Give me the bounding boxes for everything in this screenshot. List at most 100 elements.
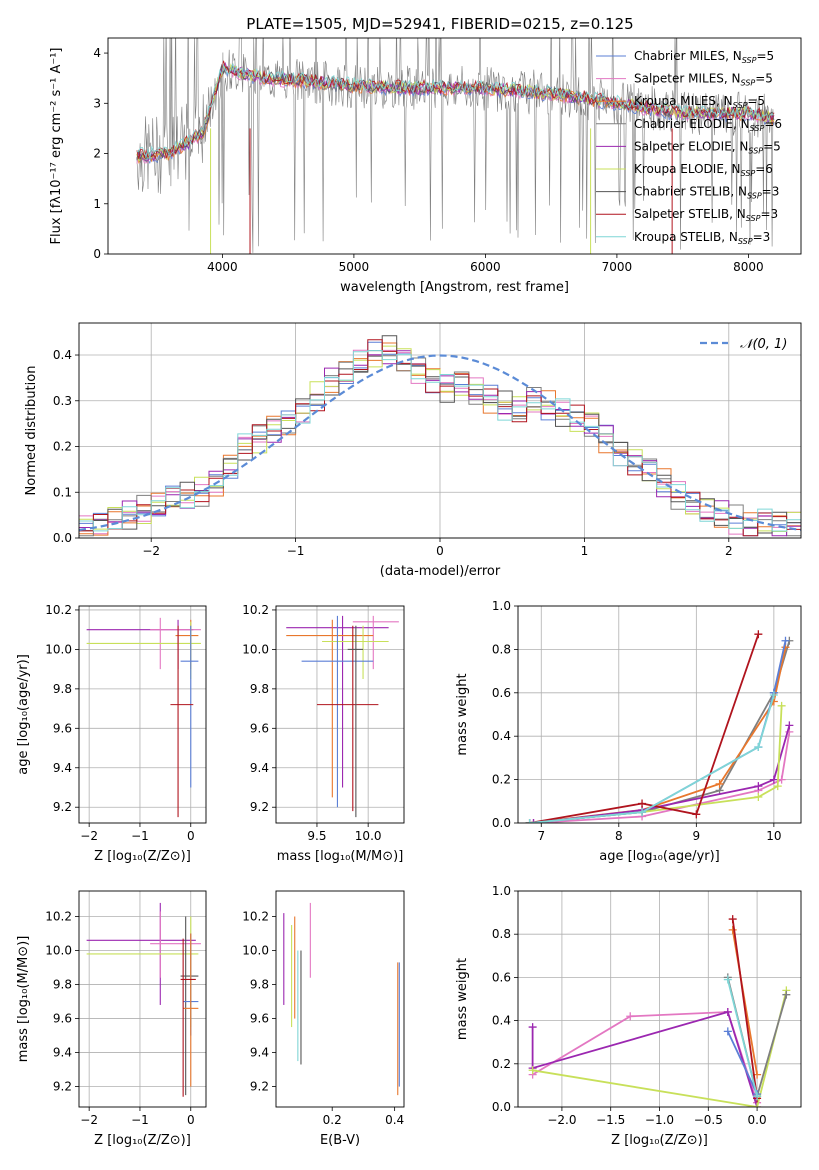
figure-title: PLATE=1505, MJD=52941, FIBERID=0215, z=0…	[246, 15, 633, 33]
x-axis-label: Z [log₁₀(Z/Z⊙)]	[94, 849, 191, 864]
legend-subscript: SSP	[748, 146, 763, 155]
y-tick-label: 10.0	[45, 642, 72, 656]
series-line	[529, 647, 787, 823]
series-marker	[754, 792, 763, 801]
series-line	[731, 918, 758, 1099]
x-tick-label: 0.0	[748, 1113, 767, 1127]
series-marker	[525, 819, 534, 823]
x-tick-label: 6000	[470, 260, 501, 274]
plot-area	[86, 902, 201, 1097]
x-tick-label: −1.5	[596, 1113, 625, 1127]
x-tick-label: 1	[581, 544, 589, 558]
axes-frame	[78, 605, 207, 824]
legend-entry: Salpeter STELIB, NSSP=3	[634, 207, 778, 223]
x-tick-label: 0	[187, 1113, 195, 1127]
axes-frame	[275, 605, 405, 824]
y-tick-label: 9.2	[250, 800, 269, 814]
axes-frame	[78, 890, 207, 1108]
legend-entry: Chabrier ELODIE, NSSP=6	[634, 117, 782, 133]
y-tick-label: 1.0	[492, 884, 511, 898]
y-tick-label: 0.2	[492, 1057, 511, 1071]
x-tick-label: 9.5	[307, 829, 326, 843]
series-marker	[728, 925, 737, 934]
x-tick-label: 10	[766, 829, 781, 843]
legend-entry: Salpeter ELODIE, NSSP=5	[634, 139, 781, 155]
y-tick-label: 4	[93, 46, 101, 60]
x-tick-label: −2	[80, 1113, 98, 1127]
legend-label: Salpeter MILES, N	[634, 72, 741, 86]
series-marker	[754, 782, 763, 791]
y-tick-label: 9.6	[53, 1012, 72, 1026]
x-axis-label: wavelength [Angstrom, rest frame]	[340, 280, 569, 295]
x-tick-label: 7000	[602, 260, 633, 274]
series-marker	[638, 808, 647, 817]
x-axis-label: (data-model)/error	[380, 564, 501, 579]
y-tick-label: 9.8	[250, 978, 269, 992]
data-point	[316, 625, 379, 812]
y-tick-label: 0.0	[492, 1100, 511, 1114]
y-tick-label: 9.8	[250, 682, 269, 696]
legend-tail: =3	[762, 185, 780, 199]
spectrum-data-line	[136, 38, 775, 253]
series-marker	[777, 775, 786, 784]
axes-age-vs-mass: 9.5 10.0 9.2 9.4 9.6 9.8 10.0 10.2 mass [log₁₀(M…	[242, 603, 405, 864]
plot-area	[79, 335, 801, 537]
y-tick-label: 0.8	[492, 927, 511, 941]
axes-frame	[517, 890, 802, 1108]
series-marker	[769, 775, 778, 784]
series-marker	[728, 915, 737, 924]
legend-tail: =5	[756, 49, 774, 63]
legend-tail: =5	[763, 139, 781, 153]
y-tick-label: 9.2	[250, 1080, 269, 1094]
plot-area	[86, 617, 201, 818]
series-marker	[529, 819, 538, 823]
y-tick-label: 9.6	[250, 1012, 269, 1026]
y-tick-label: 9.6	[250, 721, 269, 735]
legend-subscript: SSP	[747, 192, 762, 201]
y-axis-label: mass [log₁₀(M/M⊙)]	[16, 936, 31, 1063]
legend-label: Salpeter ELODIE, N	[634, 139, 748, 153]
legend-entry: Chabrier STELIB, NSSP=3	[634, 185, 779, 201]
axes-frame	[107, 37, 802, 255]
y-tick-label: 9.6	[53, 721, 72, 735]
y-tick-label: 1.0	[492, 599, 511, 613]
axes-mw-vs-Z: −2.0 −1.5 −1.0 −0.5 0.0 0.0 0.2 0.4 0.6 0.8 1.0 Z […	[455, 884, 802, 1148]
series-marker	[753, 1092, 762, 1101]
series-marker	[692, 810, 701, 819]
series-marker	[528, 1023, 537, 1032]
y-tick-label: 0.2	[53, 440, 72, 454]
x-axis-label: age [log₁₀(age/yr)]	[599, 849, 720, 864]
y-tick-label: 0.8	[492, 642, 511, 656]
legend-tail: =6	[755, 162, 773, 176]
x-axis-label: Z [log₁₀(Z/Z⊙)]	[94, 1133, 191, 1148]
axes-spectrum: 4000 5000 6000 7000 8000 0 1 2 3 4 wavelength [Ang…	[49, 37, 802, 295]
legend-label: Kroupa STELIB, N	[634, 230, 738, 244]
y-tick-label: 0.4	[53, 348, 72, 362]
x-tick-label: 8000	[733, 260, 764, 274]
data-point	[170, 625, 194, 818]
spectrum-model-line	[136, 63, 775, 160]
legend-tail: =5	[747, 94, 765, 108]
series-line	[529, 633, 760, 823]
legend-subscript: SSP	[741, 169, 756, 178]
y-tick-label: 0.4	[492, 729, 511, 743]
y-axis-label: mass weight	[455, 673, 470, 755]
plot-area	[528, 915, 791, 1107]
series	[528, 1007, 762, 1107]
series	[525, 690, 778, 823]
series-line	[726, 1031, 758, 1095]
series-marker	[782, 990, 791, 999]
y-tick-label: 9.4	[53, 761, 72, 775]
y-tick-label: 9.2	[53, 1080, 72, 1094]
legend-subscript: SSP	[738, 237, 753, 246]
y-tick-label: 0.1	[53, 485, 72, 499]
y-tick-label: 0.6	[492, 686, 511, 700]
legend-entry: Kroupa STELIB, NSSP=3	[634, 230, 770, 246]
y-tick-label: 1	[93, 197, 101, 211]
legend-entry: Kroupa ELODIE, NSSP=6	[634, 162, 773, 178]
series-marker	[723, 1007, 732, 1016]
x-tick-label: 0	[436, 544, 444, 558]
axes-age-vs-Z: −2 −1 0 9.2 9.4 9.6 9.8 10.0 10.2 Z [log₁₀(Z/Z⊙)]…	[16, 603, 207, 864]
x-axis-label: Z [log₁₀(Z/Z⊙)]	[611, 1133, 708, 1148]
